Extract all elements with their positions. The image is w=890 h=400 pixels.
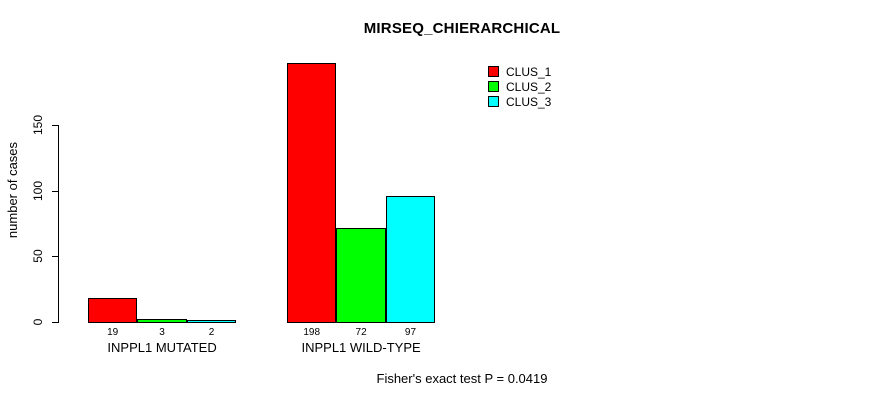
legend-label: CLUS_1	[506, 64, 552, 79]
bar-value-label: 3	[159, 327, 165, 338]
bar-value-label: 198	[303, 327, 321, 338]
y-tick-label: 100	[31, 180, 45, 201]
stat-test-annotation: Fisher's exact test P = 0.0419	[376, 371, 548, 386]
legend-swatch-icon	[488, 66, 499, 77]
y-axis-line	[58, 125, 59, 323]
bar-clus_3	[385, 195, 436, 323]
category-label: INPPL1 WILD-TYPE	[301, 340, 421, 355]
y-tick-label: 150	[31, 114, 45, 136]
bar-clus_2	[137, 319, 187, 323]
bar-clus_1	[88, 298, 138, 323]
y-tick-mark	[52, 322, 59, 323]
y-tick-mark	[52, 256, 59, 258]
y-tick-label: 50	[31, 249, 45, 264]
bar-value-label: 2	[208, 327, 215, 338]
legend-item: CLUS_1	[488, 64, 551, 79]
bar-clus_1	[287, 62, 337, 323]
legend-swatch-icon	[488, 81, 499, 92]
y-axis-label: number of cases	[5, 141, 20, 239]
legend-label: CLUS_3	[506, 94, 552, 109]
legend-label: CLUS_2	[506, 79, 552, 94]
bar-value-label: 19	[107, 327, 119, 338]
y-tick-label: 0	[31, 318, 45, 326]
legend-swatch-icon	[488, 96, 499, 107]
bar-value-label: 72	[355, 327, 367, 338]
y-tick-mark	[52, 190, 59, 192]
category-label: INPPL1 MUTATED	[107, 340, 217, 355]
chart-title: MIRSEQ_CHIERARCHICAL	[363, 20, 561, 37]
bar-clus_3	[186, 320, 237, 323]
legend-item: CLUS_3	[488, 94, 551, 109]
y-tick-mark	[52, 125, 59, 126]
legend: CLUS_1 CLUS_2 CLUS_3	[488, 64, 551, 109]
legend-item: CLUS_2	[488, 79, 551, 94]
bar-clus_2	[336, 228, 386, 323]
bar-value-label: 97	[404, 327, 417, 338]
